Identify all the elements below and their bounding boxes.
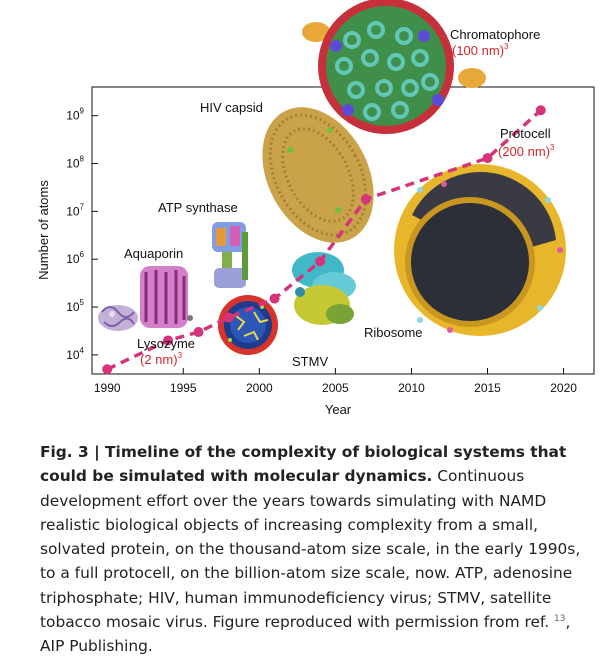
data-point xyxy=(269,293,280,304)
label-chromatophore: Chromatophore xyxy=(450,27,540,42)
data-point xyxy=(482,153,493,164)
data-point xyxy=(193,327,204,338)
data-point xyxy=(535,105,546,116)
data-points xyxy=(102,105,546,375)
x-tick-label: 2015 xyxy=(474,381,501,395)
x-axis-label: Year xyxy=(325,402,352,417)
y-axis-label: Number of atoms xyxy=(36,180,51,280)
y-tick-label: 106 xyxy=(66,250,84,266)
data-point xyxy=(315,256,326,267)
stmv-structure xyxy=(218,295,278,355)
figure-caption: Fig. 3 | Timeline of the complexity of b… xyxy=(40,440,596,659)
x-tick-label: 2010 xyxy=(398,381,425,395)
label-stmv: STMV xyxy=(292,354,328,369)
label-ribosome: Ribosome xyxy=(364,325,423,340)
label-chromatophore-size: (100 nm)3 xyxy=(452,42,509,58)
data-point xyxy=(102,364,113,375)
aquaporin-structure xyxy=(140,266,193,328)
caption-title: Fig. 3 | Timeline of the complexity of b… xyxy=(40,443,567,486)
x-tick-label: 2000 xyxy=(246,381,273,395)
x-tick-label: 2020 xyxy=(550,381,577,395)
y-tick-label: 108 xyxy=(66,155,84,171)
lysozyme-structure xyxy=(98,305,138,331)
data-point xyxy=(223,312,234,323)
y-tick-label: 109 xyxy=(66,107,84,123)
x-tick-label: 2005 xyxy=(322,381,349,395)
ribosome-structure xyxy=(292,252,356,325)
label-lysozyme: Lysozyme xyxy=(137,336,195,351)
chromatophore-structure xyxy=(302,0,486,134)
timeline-figure: 104 105 106 107 108 109 1990 1995 2000 2005 2010 2… xyxy=(36,0,595,417)
y-axis-ticks: 104 105 106 107 108 109 xyxy=(66,107,98,362)
label-aquaporin: Aquaporin xyxy=(124,246,183,261)
y-tick-label: 104 xyxy=(66,346,84,362)
x-axis-ticks: 1990 1995 2000 2005 2010 2015 2020 xyxy=(94,368,577,395)
label-protocell: Protocell xyxy=(500,126,551,141)
caption-body: Continuous development effort over the y… xyxy=(40,467,581,632)
label-lysozyme-size: (2 nm)3 xyxy=(140,351,183,367)
data-point xyxy=(163,335,174,346)
atp-synthase-structure xyxy=(212,222,248,288)
data-point xyxy=(360,194,371,205)
label-hiv-capsid: HIV capsid xyxy=(200,100,263,115)
label-protocell-size: (200 nm)3 xyxy=(498,143,555,159)
y-tick-label: 105 xyxy=(66,298,84,314)
caption-ref: 13 xyxy=(554,613,566,624)
x-tick-label: 1995 xyxy=(170,381,197,395)
hiv-capsid-structure xyxy=(262,107,374,243)
label-atp-synthase: ATP synthase xyxy=(158,200,238,215)
protocell-structure xyxy=(394,164,566,336)
y-tick-label: 107 xyxy=(66,202,84,218)
x-tick-label: 1990 xyxy=(94,381,121,395)
